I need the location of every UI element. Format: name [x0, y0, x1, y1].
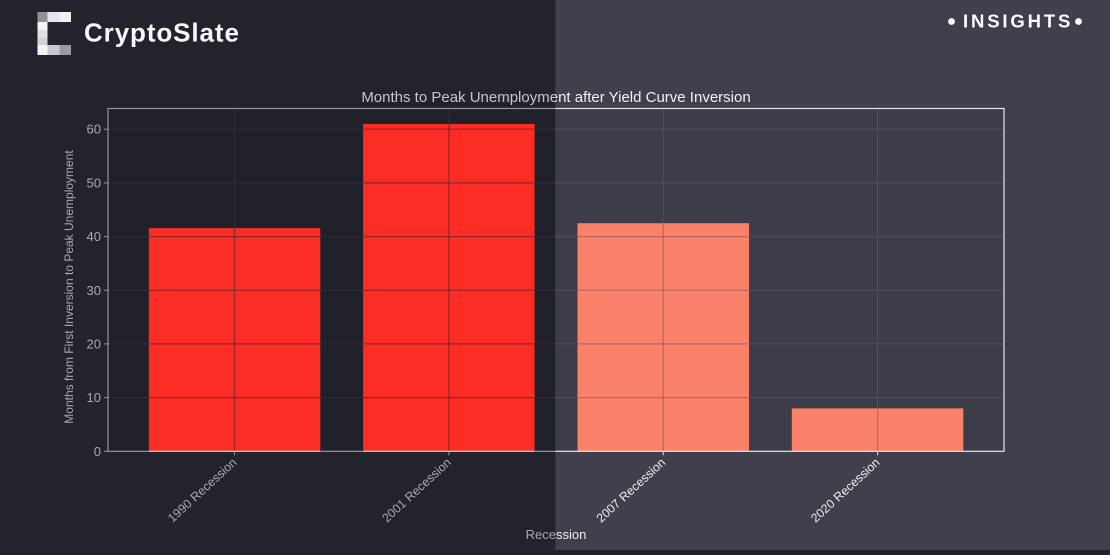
svg-text:INSIGHTS: INSIGHTS	[963, 10, 1073, 31]
svg-text:CryptoSlate: CryptoSlate	[84, 18, 240, 48]
